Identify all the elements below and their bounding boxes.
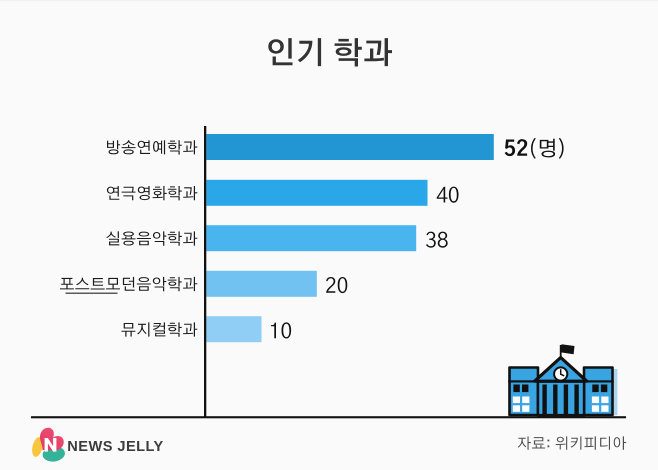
svg-text:NEWS JELLY: NEWS JELLY xyxy=(67,439,163,455)
